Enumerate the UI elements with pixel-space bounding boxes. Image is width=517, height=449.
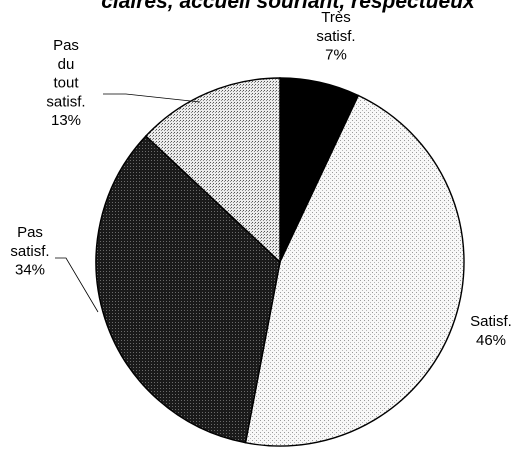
slice-label-line: satisf. [46, 93, 85, 110]
leader-line-3 [55, 257, 99, 313]
slice-label-line: satisf. [10, 243, 49, 260]
slice-label-line: 46% [476, 332, 506, 349]
slice-label-line: Pas [53, 37, 79, 54]
slice-label-line: tout [53, 75, 79, 92]
slice-label-line: 7% [325, 47, 347, 64]
pie-slices [95, 77, 465, 447]
slice-label-line: Satisf. [470, 313, 512, 330]
pie-slice-3 [95, 135, 281, 444]
slice-labels: Très satisf. 7% Satisf. 46% Pas satisf. 34% Pas d… [10, 9, 511, 349]
chart-title: claires, accueil souriant, respectueux [101, 0, 476, 13]
slice-label-line: 34% [15, 262, 45, 279]
slice-label-3: Pas satisf. 34% [10, 224, 49, 279]
slice-label-line: satisf. [316, 28, 355, 45]
slice-label-line: Très [321, 9, 350, 26]
pie-slice-2 [244, 94, 465, 447]
slice-label-4: Pas du tout satisf. 13% [46, 37, 85, 129]
leader-line-4 [103, 93, 201, 103]
pie-slice-4 [144, 77, 281, 264]
slice-label-2: Satisf. 46% [470, 313, 512, 349]
leader-lines [55, 93, 201, 313]
slice-label-line: Pas [17, 224, 43, 241]
slice-label-line: du [58, 56, 75, 73]
slice-label-line: 13% [51, 112, 81, 129]
slice-label-1: Très satisf. 7% [316, 9, 355, 64]
